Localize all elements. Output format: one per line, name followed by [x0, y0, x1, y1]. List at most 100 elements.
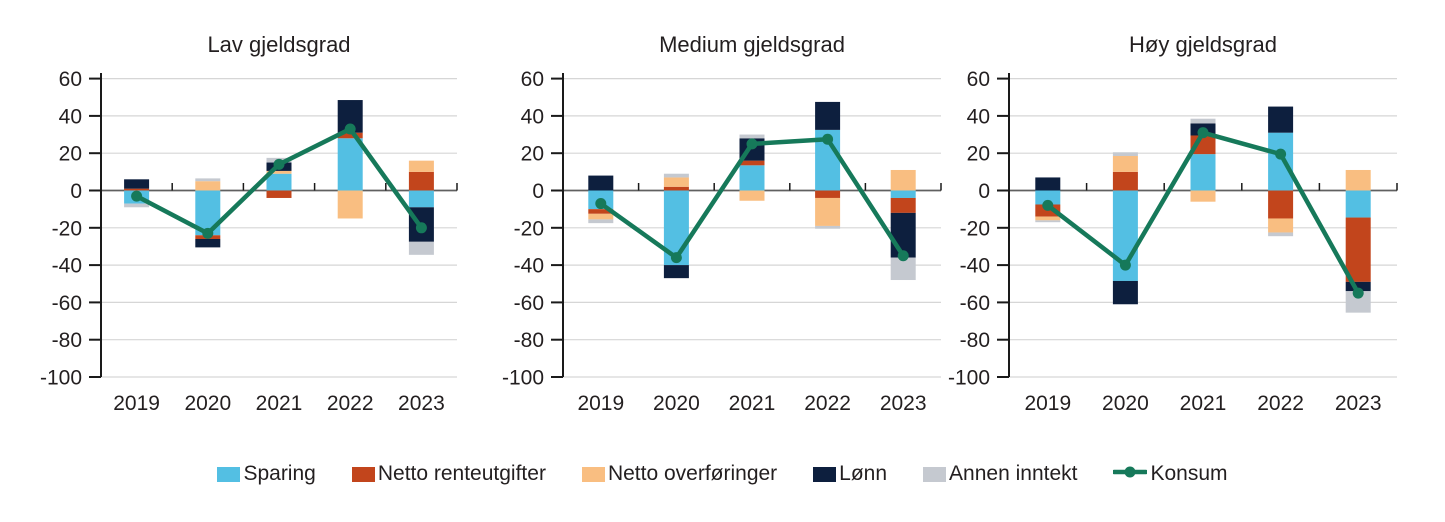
- bar-segment-overforinger-2021: [266, 170, 292, 174]
- sparing-swatch-icon: [217, 466, 241, 482]
- legend-label: Konsum: [1150, 462, 1228, 485]
- bar-segment-renteutgifter-2019: [588, 209, 614, 214]
- konsum-point-2023: [415, 222, 427, 234]
- bar-segment-annen-2021: [1190, 118, 1216, 124]
- bar-segment-renteutgifter-2023: [1345, 217, 1371, 282]
- konsum-point-2022: [344, 123, 356, 135]
- konsum-point-2021: [273, 158, 285, 170]
- panel-title: Høy gjeldsgrad: [1129, 32, 1277, 57]
- bar-segment-overforinger-2022: [337, 190, 363, 219]
- panel-title: Lav gjeldsgrad: [207, 32, 350, 57]
- y-tick-label: -20: [514, 217, 544, 240]
- bar-segment-lonn-2019: [124, 179, 150, 189]
- y-tick-label: -40: [52, 255, 82, 278]
- y-tick-label: 0: [532, 180, 544, 203]
- y-tick-label: -20: [960, 217, 990, 240]
- konsum-point-2019: [595, 198, 607, 210]
- bar-segment-lonn-2022: [815, 101, 841, 130]
- x-tick-label: 2021: [729, 392, 776, 415]
- bar-segment-sparing-2023: [890, 190, 916, 198]
- y-tick-label: -20: [52, 217, 82, 240]
- legend-item-sparing: Sparing: [217, 462, 316, 486]
- bar-segment-renteutgifter-2023: [890, 197, 916, 213]
- bar-segment-sparing-2021: [1190, 154, 1216, 191]
- bar-segment-renteutgifter-2019: [124, 188, 150, 191]
- bar-segment-overforinger-2020: [663, 177, 689, 187]
- bar-segment-overforinger-2023: [1345, 169, 1371, 191]
- x-tick-label: 2023: [398, 392, 445, 415]
- y-tick-label: -80: [960, 329, 990, 352]
- bar-segment-sparing-2021: [266, 173, 292, 191]
- bar-segment-renteutgifter-2021: [266, 190, 292, 198]
- renteutgifter-swatch-icon: [351, 466, 375, 482]
- legend-item-konsum: Konsum: [1112, 462, 1228, 486]
- konsum-point-2020: [670, 252, 682, 264]
- bar-segment-annen-2023: [408, 241, 434, 255]
- legend-label: Annen inntekt: [949, 462, 1078, 485]
- bar-segment-overforinger-2023: [408, 160, 434, 172]
- bar-segment-annen-2022: [815, 225, 841, 229]
- bar-segment-renteutgifter-2023: [408, 171, 434, 191]
- konsum-point-2021: [1197, 127, 1209, 139]
- konsum-point-2020: [202, 227, 214, 239]
- bar-segment-overforinger-2019: [1035, 216, 1061, 221]
- bar-segment-renteutgifter-2020: [1112, 171, 1138, 191]
- y-tick-label: 40: [521, 105, 544, 128]
- bar-segment-overforinger-2020: [195, 181, 221, 191]
- y-tick-label: 40: [967, 105, 990, 128]
- y-tick-label: -60: [514, 292, 544, 315]
- bar-segment-sparing-2019: [1035, 190, 1061, 205]
- y-tick-label: 20: [59, 143, 82, 166]
- y-tick-label: 0: [978, 180, 990, 203]
- y-tick-label: -80: [514, 329, 544, 352]
- konsum-point-2023: [1352, 287, 1364, 299]
- annen-swatch-icon: [923, 466, 947, 482]
- konsum-point-2021: [746, 138, 758, 150]
- bar-segment-annen-2020: [1112, 152, 1138, 156]
- bar-segment-overforinger-2021: [739, 190, 765, 201]
- legend-item-overforinger: Netto overføringer: [581, 462, 777, 486]
- konsum-line-marker-icon: [1112, 462, 1149, 486]
- bar-segment-overforinger-2022: [815, 197, 841, 226]
- legend-label: Netto renteutgifter: [377, 462, 546, 485]
- bar-segment-annen-2019: [124, 203, 150, 208]
- bar-segment-renteutgifter-2022: [337, 132, 363, 139]
- legend-label: Sparing: [243, 462, 316, 485]
- x-tick-label: 2020: [1102, 392, 1149, 415]
- bar-segment-overforinger-2019: [588, 213, 614, 220]
- y-tick-label: -100: [40, 367, 82, 390]
- bar-segment-sparing-2022: [337, 138, 363, 191]
- bar-segment-lonn-2023: [1345, 281, 1371, 292]
- y-tick-label: 20: [521, 143, 544, 166]
- y-tick-label: 60: [59, 68, 82, 91]
- bar-segment-annen-2023: [1345, 291, 1371, 313]
- y-tick-label: -80: [52, 329, 82, 352]
- bar-segment-annen-2020: [195, 178, 221, 182]
- bar-segment-lonn-2019: [588, 175, 614, 191]
- bar-segment-lonn-2020: [195, 238, 221, 248]
- bar-segment-annen-2019: [1035, 220, 1061, 223]
- x-tick-label: 2022: [327, 392, 374, 415]
- bar-segment-sparing-2023: [1345, 190, 1371, 218]
- konsum-point-2019: [1042, 199, 1054, 211]
- bar-segment-renteutgifter-2022: [815, 190, 841, 198]
- x-tick-label: 2022: [804, 392, 851, 415]
- overforinger-swatch-icon: [581, 466, 605, 482]
- y-tick-label: 20: [967, 143, 990, 166]
- bar-segment-overforinger-2023: [890, 169, 916, 191]
- y-tick-label: 0: [70, 180, 82, 203]
- y-tick-label: -60: [960, 292, 990, 315]
- bar-segment-overforinger-2021: [1190, 190, 1216, 202]
- legend-item-annen: Annen inntekt: [923, 462, 1077, 486]
- legend-item-lonn: Lønn: [813, 462, 887, 486]
- bar-segment-renteutgifter-2020: [663, 186, 689, 191]
- bar-segment-lonn-2022: [1268, 106, 1294, 133]
- y-tick-label: -40: [960, 255, 990, 278]
- bar-segment-lonn-2020: [663, 265, 689, 279]
- bar-segment-sparing-2022: [1268, 132, 1294, 191]
- bar-segment-annen-2023: [890, 257, 916, 281]
- konsum-point-2020: [1119, 259, 1131, 271]
- legend-item-renteutgifter: Netto renteutgifter: [351, 462, 546, 486]
- bar-segment-renteutgifter-2022: [1268, 190, 1294, 219]
